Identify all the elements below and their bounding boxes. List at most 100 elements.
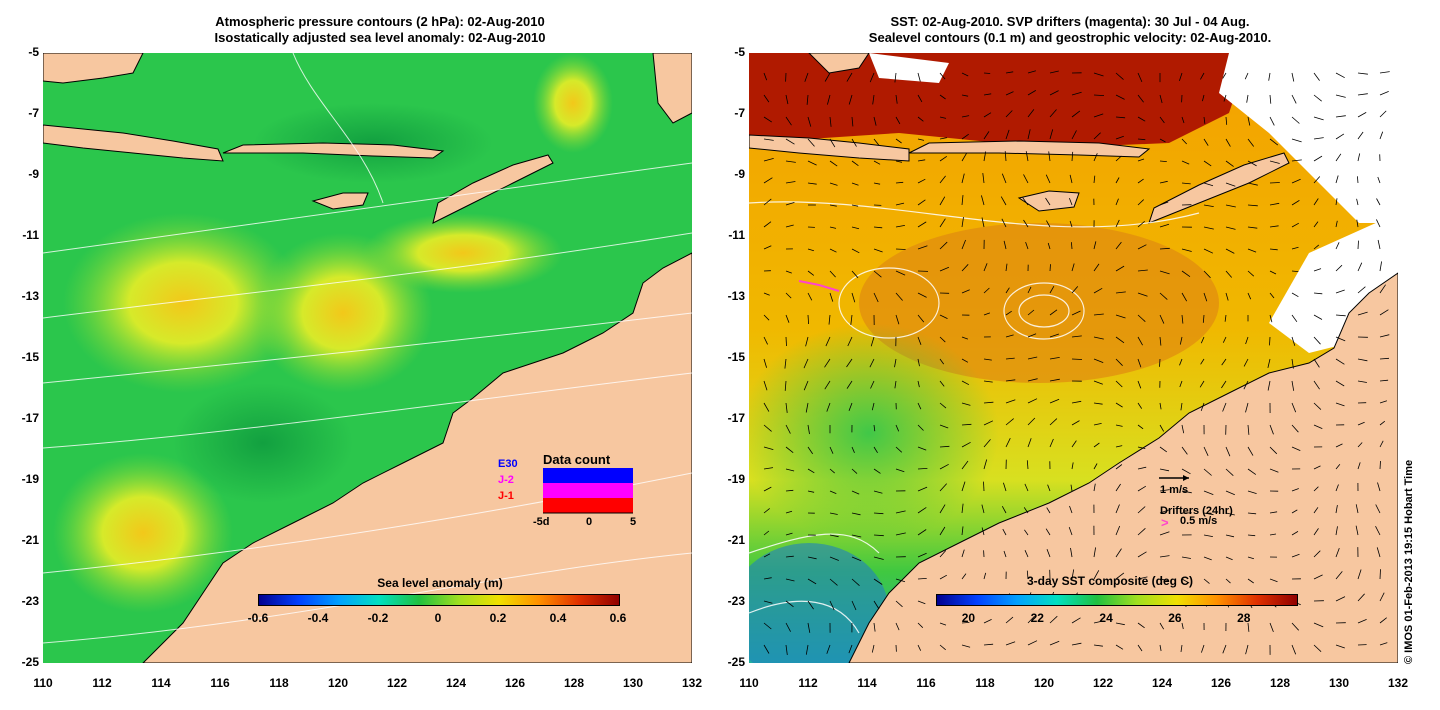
- velocity-arrow: [939, 424, 949, 429]
- velocity-arrow: [1159, 509, 1170, 514]
- velocity-arrow: [1291, 116, 1300, 124]
- velocity-arrow: [1376, 198, 1381, 206]
- velocity-arrow: [1269, 160, 1280, 164]
- velocity-arrow: [807, 292, 813, 301]
- velocity-arrow: [1137, 551, 1147, 558]
- velocity-arrow: [895, 510, 906, 514]
- right-x-tick: 132: [1387, 676, 1409, 690]
- velocity-arrow: [763, 486, 772, 492]
- velocity-arrow: [785, 600, 794, 608]
- velocity-arrow: [1046, 220, 1051, 228]
- velocity-arrow: [895, 468, 905, 473]
- velocity-arrow: [917, 94, 923, 103]
- velocity-arrow: [1181, 182, 1191, 185]
- velocity-arrow: [1357, 311, 1368, 316]
- velocity-arrow: [803, 380, 809, 391]
- velocity-arrow: [1222, 402, 1227, 412]
- velocity-arrow: [1203, 490, 1214, 495]
- right-colorbar: [936, 594, 1298, 606]
- velocity-arrow: [1159, 180, 1168, 184]
- velocity-arrow: [1159, 314, 1165, 324]
- velocity-arrow: [961, 239, 966, 250]
- velocity-arrow: [851, 160, 859, 167]
- sea-level-map[interactable]: [43, 53, 692, 663]
- drifter-track: [798, 280, 840, 292]
- velocity-arrow: [785, 578, 795, 582]
- velocity-arrow: [785, 336, 787, 347]
- cool-patch-1: [749, 323, 999, 543]
- velocity-arrow: [1026, 460, 1029, 470]
- velocity-arrow: [763, 314, 770, 321]
- velocity-arrow: [807, 600, 814, 610]
- velocity-arrow: [1313, 292, 1323, 295]
- velocity-arrow: [1203, 160, 1212, 167]
- velocity-arrow: [1379, 110, 1387, 118]
- velocity-arrow: [846, 380, 853, 389]
- sea-level-map-svg: [43, 53, 692, 663]
- velocity-arrow: [1115, 314, 1126, 319]
- velocity-arrow: [807, 622, 811, 633]
- satellite-e30: E30: [498, 458, 518, 470]
- velocity-arrow: [1357, 569, 1362, 580]
- velocity-arrow: [1379, 420, 1386, 426]
- velocity-arrow: [917, 199, 926, 206]
- sst-map-svg: [749, 53, 1398, 663]
- velocity-arrow: [1002, 528, 1007, 536]
- velocity-arrow: [1357, 240, 1359, 250]
- velocity-arrow: [807, 248, 815, 252]
- velocity-arrow: [873, 490, 883, 494]
- count-axis-mid: 0: [586, 516, 593, 528]
- left-y-tick: -25: [21, 655, 39, 669]
- velocity-arrow: [1022, 197, 1029, 206]
- velocity-arrow: [1071, 110, 1081, 118]
- velocity-arrow: [1313, 94, 1322, 102]
- velocity-arrow: [869, 72, 875, 83]
- velocity-arrow: [1045, 197, 1051, 206]
- right-y-tick: -11: [728, 228, 745, 242]
- velocity-arrow: [873, 138, 880, 146]
- velocity-arrow: [785, 160, 796, 163]
- velocity-arrow: [1313, 465, 1321, 470]
- velocity-arrow: [1115, 424, 1123, 427]
- velocity-arrow: [1335, 115, 1346, 118]
- velocity-arrow: [1115, 464, 1123, 470]
- velocity-arrow: [785, 510, 793, 514]
- velocity-arrow: [939, 137, 948, 140]
- velocity-arrow: [1357, 358, 1368, 362]
- velocity-arrow: [807, 468, 815, 474]
- velocity-arrow: [917, 402, 922, 410]
- velocity-arrow: [1071, 400, 1082, 404]
- velocity-arrow: [982, 173, 985, 184]
- velocity-arrow: [1181, 468, 1191, 475]
- velocity-arrow: [939, 116, 947, 119]
- velocity-arrow: [1269, 336, 1271, 346]
- velocity-arrow: [917, 446, 927, 451]
- velocity-arrow: [851, 512, 861, 516]
- velocity-arrow: [1203, 138, 1209, 146]
- right-x-tick: 120: [1033, 676, 1055, 690]
- velocity-arrow: [1027, 640, 1038, 646]
- velocity-arrow: [917, 358, 920, 367]
- velocity-arrow: [1357, 112, 1367, 118]
- velocity-arrow: [1313, 550, 1321, 558]
- right-y-tick: -9: [734, 167, 745, 181]
- velocity-arrow: [1159, 223, 1170, 228]
- velocity-arrow: [1027, 129, 1031, 140]
- velocity-arrow: [848, 94, 853, 105]
- velocity-arrow: [1355, 504, 1359, 514]
- velocity-arrow: [1335, 289, 1345, 294]
- sst-map[interactable]: [749, 53, 1398, 663]
- velocity-arrow: [1225, 292, 1229, 301]
- velocity-arrow: [1379, 91, 1389, 96]
- anomaly-high-3: [53, 453, 233, 613]
- left-x-tick: 126: [504, 676, 526, 690]
- flores-island: [222, 142, 445, 159]
- flores-island-sst: [908, 140, 1151, 158]
- velocity-arrow: [873, 512, 884, 515]
- velocity-arrow: [1247, 490, 1257, 494]
- velocity-arrow: [873, 182, 881, 185]
- velocity-arrow: [983, 481, 985, 492]
- velocity-arrow: [961, 549, 965, 558]
- velocity-arrow: [1137, 199, 1144, 206]
- velocity-arrow: [1335, 264, 1343, 272]
